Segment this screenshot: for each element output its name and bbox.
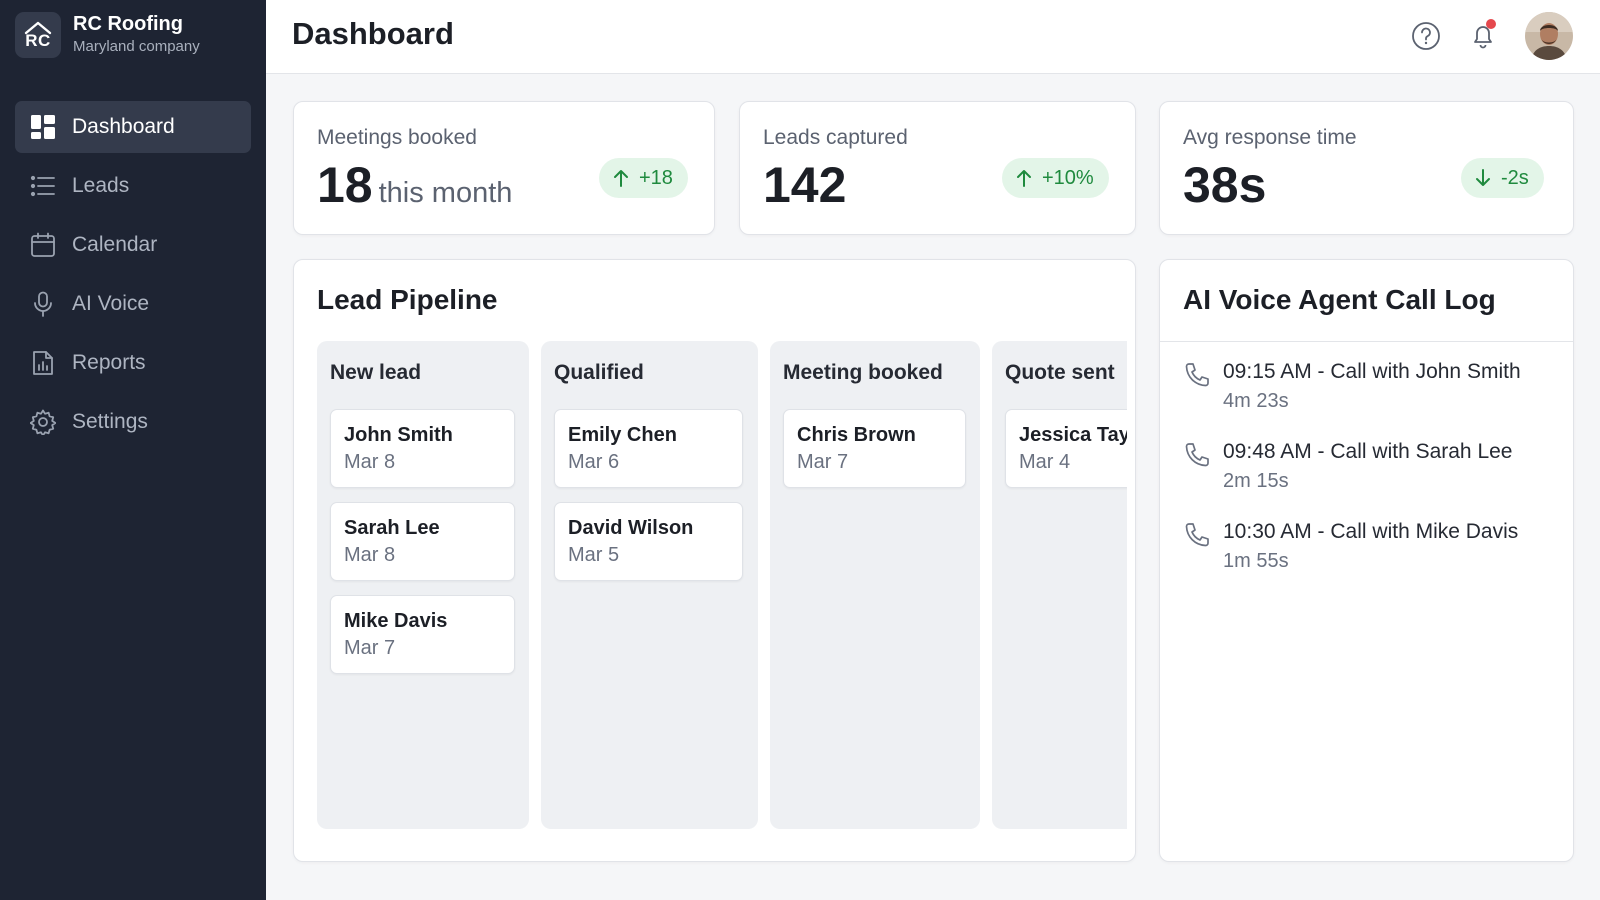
stat-value: 38s	[1183, 157, 1267, 213]
lead-card[interactable]: David Wilson Mar 5	[554, 502, 743, 581]
stat-card-leads: Leads captured 142 +10%	[739, 101, 1136, 235]
column-title: Quote sent	[1005, 361, 1115, 384]
lead-date: Mar 4	[1019, 451, 1071, 473]
brand-subtitle: Maryland company	[73, 38, 200, 55]
call-duration: 2m 15s	[1223, 470, 1289, 492]
list-icon	[29, 172, 57, 200]
column-title: New lead	[330, 361, 422, 384]
call-duration: 4m 23s	[1223, 390, 1289, 412]
lead-date: Mar 7	[344, 637, 396, 659]
top-header: Dashboard	[266, 0, 1600, 74]
sidebar-item-label: Dashboard	[72, 115, 175, 138]
panel-title: AI Voice Agent Call Log	[1183, 284, 1496, 315]
call-title: 10:30 AM - Call with Mike Davis	[1223, 520, 1519, 543]
help-icon	[1412, 22, 1440, 50]
lead-name: Emily Chen	[568, 424, 677, 446]
lead-card[interactable]: Mike Davis Mar 7	[330, 595, 515, 674]
lead-date: Mar 8	[344, 451, 396, 473]
help-button[interactable]	[1408, 18, 1444, 54]
report-icon	[29, 349, 57, 377]
lead-name: John Smith	[344, 424, 453, 446]
lead-date: Mar 8	[344, 544, 396, 566]
arrow-up-icon	[1017, 170, 1031, 187]
panel-title: Lead Pipeline	[317, 284, 498, 315]
lead-card[interactable]: Chris Brown Mar 7	[783, 409, 966, 488]
bell-icon	[1474, 26, 1492, 49]
sidebar-item-label: Calendar	[72, 233, 158, 256]
status-badge: +10%	[1002, 158, 1109, 198]
stat-label: Avg response time	[1183, 126, 1357, 149]
stat-card-response-time: Avg response time 38s -2s	[1159, 101, 1574, 235]
gear-icon	[29, 408, 57, 436]
lead-date: Mar 6	[568, 451, 620, 473]
lead-card[interactable]: Jessica Taylo Mar 4	[1005, 409, 1127, 488]
notifications-button[interactable]	[1465, 18, 1501, 54]
sidebar-nav: Dashboard Leads Calendar AI Voice Report…	[15, 101, 251, 455]
call-log-panel: AI Voice Agent Call Log 09:15 AM - Call …	[1159, 259, 1574, 862]
call-title: 09:15 AM - Call with John Smith	[1223, 360, 1521, 383]
dashboard-icon	[29, 113, 57, 141]
pipeline-column-meeting-booked: Meeting booked Chris Brown Mar 7	[770, 341, 980, 829]
lead-card[interactable]: John Smith Mar 8	[330, 409, 515, 488]
status-badge: -2s	[1461, 158, 1544, 198]
pipeline-column-qualified: Qualified Emily Chen Mar 6 David Wilson …	[541, 341, 758, 829]
sidebar-item-label: Leads	[72, 174, 130, 197]
stat-unit: this month	[378, 177, 513, 209]
status-badge: +18	[599, 158, 688, 198]
brand-logo: RC	[15, 12, 61, 58]
lead-date: Mar 5	[568, 544, 620, 566]
brand-name: RC Roofing	[73, 13, 183, 35]
stat-label: Leads captured	[763, 126, 908, 149]
notification-dot	[1486, 19, 1496, 29]
user-avatar-image	[1525, 12, 1573, 60]
lead-name: Chris Brown	[797, 424, 916, 446]
sidebar: RC RC Roofing Maryland company Dashboard…	[0, 0, 266, 900]
arrow-up-icon	[614, 170, 628, 187]
arrow-down-icon	[1476, 169, 1490, 186]
lead-pipeline-panel: Lead Pipeline New lead John Smith Mar 8 …	[293, 259, 1136, 862]
phone-icon	[1185, 443, 1209, 467]
sidebar-item-label: Settings	[72, 410, 148, 433]
pipeline-column-new-lead: New lead John Smith Mar 8 Sarah Lee Mar …	[317, 341, 529, 829]
lead-name: Mike Davis	[344, 610, 448, 632]
stat-value: 142	[763, 157, 847, 213]
lead-name: Jessica Taylo	[1019, 424, 1127, 446]
avatar[interactable]	[1525, 12, 1573, 60]
call-log-header: AI Voice Agent Call Log	[1160, 260, 1573, 342]
column-title: Meeting booked	[783, 361, 943, 384]
sidebar-item-reports[interactable]: Reports	[15, 337, 251, 389]
sidebar-item-label: Reports	[72, 351, 146, 374]
sidebar-item-calendar[interactable]: Calendar	[15, 219, 251, 271]
stat-label: Meetings booked	[317, 126, 477, 149]
stat-card-meetings: Meetings booked 18 this month +18	[293, 101, 715, 235]
pipeline-board[interactable]: New lead John Smith Mar 8 Sarah Lee Mar …	[317, 341, 1127, 829]
sidebar-item-leads[interactable]: Leads	[15, 160, 251, 212]
phone-icon	[1185, 523, 1209, 547]
call-duration: 1m 55s	[1223, 550, 1289, 572]
lead-name: David Wilson	[568, 517, 694, 539]
call-title: 09:48 AM - Call with Sarah Lee	[1223, 440, 1513, 463]
microphone-icon	[29, 290, 57, 318]
lead-card[interactable]: Sarah Lee Mar 8	[330, 502, 515, 581]
phone-icon	[1185, 363, 1209, 387]
calendar-icon	[29, 231, 57, 259]
lead-date: Mar 7	[797, 451, 849, 473]
sidebar-item-label: AI Voice	[72, 292, 150, 315]
pipeline-column-quote-sent: Quote sent Jessica Taylo Mar 4	[992, 341, 1127, 829]
lead-name: Sarah Lee	[344, 517, 440, 539]
lead-card[interactable]: Emily Chen Mar 6	[554, 409, 743, 488]
sidebar-item-dashboard[interactable]: Dashboard	[15, 101, 251, 153]
column-title: Qualified	[554, 361, 644, 384]
stat-value: 18 this month	[317, 157, 513, 213]
sidebar-item-ai-voice[interactable]: AI Voice	[15, 278, 251, 330]
sidebar-item-settings[interactable]: Settings	[15, 396, 251, 448]
page-title: Dashboard	[292, 16, 454, 51]
brand[interactable]: RC RC Roofing Maryland company	[15, 12, 200, 58]
